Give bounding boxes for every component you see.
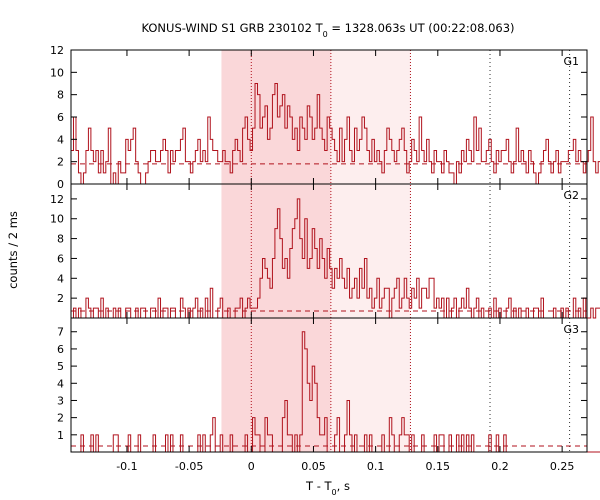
y-tick-label: 2 xyxy=(57,292,64,305)
y-tick-label: 8 xyxy=(57,89,64,102)
y-tick-label: 12 xyxy=(50,44,64,57)
y-tick-label: 12 xyxy=(50,193,64,206)
y-axis-label: counts / 2 ms xyxy=(6,211,20,289)
light-curve-g1 xyxy=(71,83,600,185)
y-tick-label: 2 xyxy=(57,412,64,425)
y-tick-label: 10 xyxy=(50,213,64,226)
x-axis-label: T - T0, s xyxy=(305,479,350,497)
y-tick-label: 6 xyxy=(57,111,64,124)
x-tick-label: 0.25 xyxy=(550,460,575,473)
chart-title: KONUS-WIND S1 GRB 230102 T0 = 1328.063s … xyxy=(141,21,514,39)
x-tick-label: 0.1 xyxy=(367,460,385,473)
shaded-interval-1 xyxy=(221,50,331,452)
y-tick-label: 5 xyxy=(57,360,64,373)
x-tick-label: 0 xyxy=(248,460,255,473)
y-tick-label: 8 xyxy=(57,233,64,246)
y-tick-label: 4 xyxy=(57,133,64,146)
x-tick-label: -0.1 xyxy=(116,460,137,473)
y-tick-label: 3 xyxy=(57,394,64,407)
x-tick-label: 0.15 xyxy=(426,460,451,473)
y-tick-label: 6 xyxy=(57,343,64,356)
panel-g3: G3 1 2 3 4 5 6 7 xyxy=(57,317,600,453)
y-tick-label: 1 xyxy=(57,429,64,442)
light-curve-g2 xyxy=(71,198,600,319)
y-tick-label: 10 xyxy=(50,66,64,79)
panel-frame-g3 xyxy=(70,317,588,453)
x-tick-label: 0.2 xyxy=(491,460,509,473)
panel-label-g1: G1 xyxy=(563,55,579,68)
panel-label-g3: G3 xyxy=(563,323,579,336)
y-tick-label: 0 xyxy=(57,178,64,191)
x-tick-label: -0.05 xyxy=(175,460,203,473)
panel-label-g2: G2 xyxy=(563,189,579,202)
x-tick-label: 0.05 xyxy=(301,460,326,473)
shaded-interval-2 xyxy=(330,50,411,452)
y-tick-label: 6 xyxy=(57,252,64,265)
y-tick-label: 4 xyxy=(57,272,64,285)
y-tick-label: 7 xyxy=(57,326,64,339)
y-tick-label: 2 xyxy=(57,156,64,169)
y-tick-label: 4 xyxy=(57,377,64,390)
